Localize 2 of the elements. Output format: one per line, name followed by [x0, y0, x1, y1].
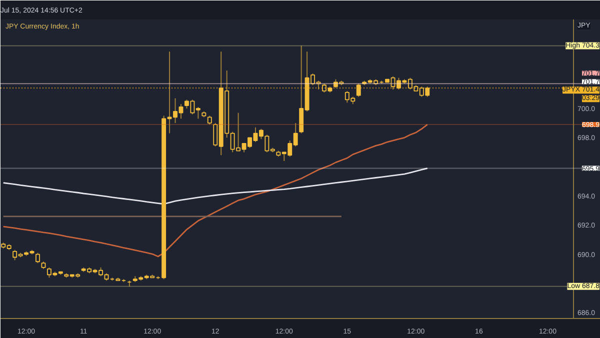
- line-series: [2, 168, 428, 205]
- line-series: [2, 124, 428, 258]
